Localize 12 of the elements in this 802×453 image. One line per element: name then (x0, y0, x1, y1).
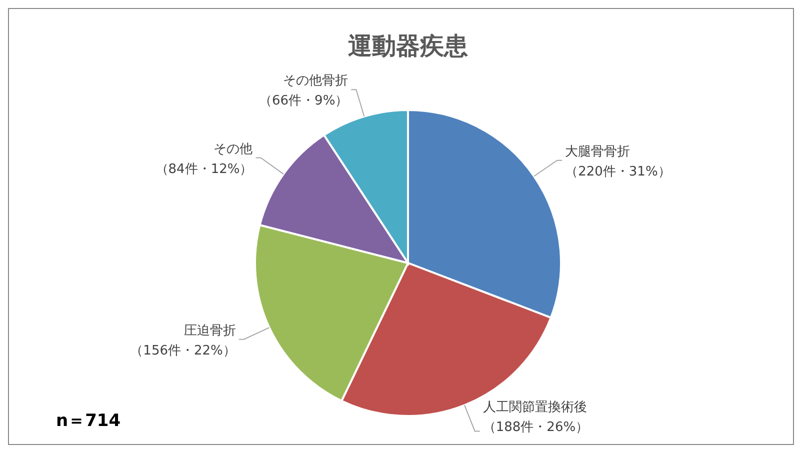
data-label: （84件・12%） (155, 162, 253, 177)
chart-title: 運動器疾患 (348, 32, 469, 60)
slice-label: 圧迫骨折 (184, 323, 236, 338)
data-label: （66件・9%） (259, 94, 348, 109)
data-label: （220件・31%） (565, 164, 671, 180)
text: n＝714 (56, 411, 121, 431)
slice-label: 人工関節置換術後 (482, 400, 587, 415)
data-label: （156件・22%） (130, 343, 236, 358)
slice-label: 大腿骨骨折 (565, 144, 630, 160)
slice-label: その他骨折 (283, 74, 348, 89)
slice-label: その他 (214, 142, 253, 157)
data-label: （188件・26%） (482, 420, 589, 435)
